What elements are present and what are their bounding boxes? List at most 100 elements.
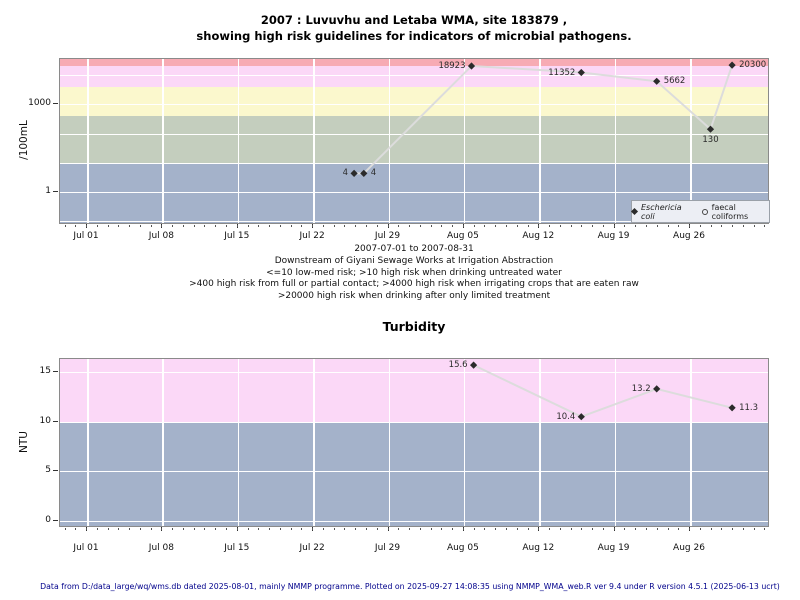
y-axis-tick — [53, 103, 58, 105]
data-point-label: 18923 — [438, 61, 466, 71]
x-axis-minor-tick — [344, 224, 346, 227]
x-axis-minor-tick — [592, 224, 594, 227]
x-axis-tick-label: Aug 05 — [446, 543, 479, 553]
vertical-gridline — [388, 59, 390, 223]
horizontal-gridline — [60, 104, 768, 106]
x-axis-minor-tick — [473, 528, 475, 530]
x-axis-minor-tick — [645, 224, 647, 227]
legend-item-faecal-coliforms: faecal coliforms — [701, 202, 769, 221]
x-axis-minor-tick — [506, 528, 507, 530]
x-axis-minor-tick — [624, 528, 626, 530]
x-axis-minor-tick — [527, 224, 529, 227]
x-axis-minor-tick — [506, 224, 507, 227]
x-axis-minor-tick — [495, 528, 497, 530]
x-axis-minor-tick — [376, 528, 378, 530]
data-point-label: 4 — [370, 168, 377, 179]
data-point-label: 11.3 — [739, 402, 759, 413]
x-axis-minor-tick — [269, 528, 271, 530]
vertical-gridline — [162, 59, 164, 223]
x-axis-minor-tick — [96, 528, 98, 530]
plot-area-turbidity — [59, 358, 769, 527]
x-axis-minor-tick — [86, 528, 87, 530]
x-axis-minor-tick — [602, 224, 604, 227]
x-axis-minor-tick — [419, 528, 421, 530]
x-axis-minor-tick — [150, 224, 152, 227]
x-axis-minor-tick — [742, 224, 744, 227]
x-axis-minor-tick — [290, 528, 292, 530]
x-axis-minor-tick — [236, 224, 238, 227]
x-axis-minor-tick — [258, 224, 260, 227]
x-axis-minor-tick — [344, 528, 346, 530]
vertical-gridline — [313, 59, 315, 223]
x-axis-minor-tick — [376, 224, 378, 227]
y-axis-tick — [53, 371, 58, 373]
x-axis-minor-tick — [689, 528, 690, 530]
x-axis-minor-tick — [753, 528, 755, 530]
x-axis-minor-tick — [64, 224, 66, 227]
x-axis-minor-tick — [247, 224, 249, 227]
x-axis-minor-tick — [710, 528, 712, 530]
risk-band — [60, 421, 768, 526]
y-axis-tick — [53, 470, 58, 472]
risk-band — [60, 66, 768, 87]
x-axis-tick-label: Jul 01 — [73, 543, 99, 553]
x-axis-minor-tick — [247, 528, 249, 530]
legend: Eschericia coli faecal coliforms — [630, 200, 770, 223]
x-axis-tick-label: Jul 22 — [299, 543, 325, 553]
x-axis-minor-tick — [516, 528, 518, 530]
x-axis-minor-tick — [667, 224, 669, 227]
horizontal-gridline — [60, 192, 768, 193]
x-axis-minor-tick — [290, 224, 292, 227]
data-point-label: 10.4 — [556, 411, 576, 422]
x-axis-minor-tick — [366, 224, 367, 227]
legend-item-eschericia-coli: Eschericia coli — [630, 203, 693, 221]
horizontal-gridline — [60, 75, 768, 77]
x-axis-minor-tick — [570, 528, 572, 530]
x-axis-minor-tick — [559, 224, 561, 227]
horizontal-gridline — [60, 471, 768, 473]
legend-label-faecal-coliforms: faecal coliforms — [711, 202, 749, 221]
vertical-gridline — [614, 359, 617, 526]
x-axis-minor-tick — [678, 528, 680, 530]
risk-guideline-captions: Downstream of Giyani Sewage Works at Irr… — [59, 256, 769, 302]
x-axis-minor-tick — [172, 528, 174, 530]
x-axis-minor-tick — [279, 224, 281, 227]
x-axis-minor-tick — [613, 528, 615, 530]
x-axis-minor-tick — [452, 224, 454, 227]
x-axis-minor-tick — [193, 224, 195, 227]
x-axis-minor-tick — [764, 528, 766, 530]
x-axis-minor-tick — [732, 528, 734, 530]
x-axis-minor-tick — [322, 224, 324, 227]
open-circle-icon — [701, 208, 708, 215]
x-axis-tick-label: Aug 05 — [446, 231, 479, 241]
x-axis-minor-tick — [602, 528, 604, 530]
caption-risk-3: >20000 high risk when drinking after onl… — [277, 290, 551, 301]
x-axis-minor-tick — [441, 224, 443, 227]
x-axis-minor-tick — [527, 528, 529, 530]
x-axis-minor-tick — [462, 224, 464, 227]
x-axis-minor-tick — [699, 528, 701, 530]
x-axis-minor-tick — [549, 528, 550, 530]
x-axis-minor-tick — [635, 224, 637, 227]
y-axis-tick — [53, 520, 58, 521]
vertical-gridline — [87, 59, 89, 223]
x-axis-minor-tick — [139, 528, 141, 530]
x-axis-minor-tick — [86, 224, 87, 227]
x-axis-minor-tick — [484, 224, 486, 227]
x-axis-minor-tick — [559, 528, 561, 530]
x-axis-minor-tick — [355, 528, 357, 530]
x-axis-minor-tick — [204, 528, 206, 530]
x-axis-minor-tick — [484, 528, 486, 530]
x-axis-minor-tick — [204, 224, 206, 227]
vertical-gridline — [614, 59, 617, 223]
data-point-label: 20300 — [739, 60, 767, 71]
vertical-gridline — [463, 359, 466, 526]
x-axis-minor-tick — [398, 528, 400, 530]
chart-title-line1: 2007 : Luvuvhu and Letaba WMA, site 1838… — [260, 13, 568, 27]
x-axis-minor-tick — [107, 224, 109, 227]
x-axis-minor-tick — [236, 528, 238, 530]
risk-band — [60, 86, 768, 116]
horizontal-gridline — [60, 162, 768, 164]
x-axis-minor-tick — [64, 528, 66, 530]
